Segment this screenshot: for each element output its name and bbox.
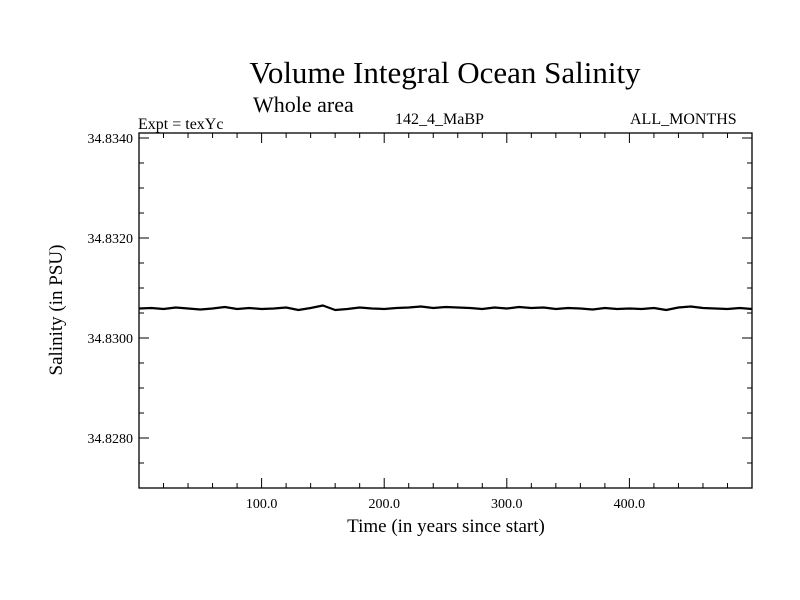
x-tick-label: 300.0 bbox=[491, 497, 523, 512]
plot-frame bbox=[138, 132, 753, 489]
chart-title: Volume Integral Ocean Salinity bbox=[249, 55, 641, 90]
y-tick-label: 34.8300 bbox=[88, 332, 134, 347]
y-tick-label: 34.8340 bbox=[88, 132, 134, 147]
y-tick-label: 34.8320 bbox=[88, 232, 134, 247]
run-id-label: 142_4_MaBP bbox=[395, 111, 484, 128]
y-axis-label: Salinity (in PSU) bbox=[46, 245, 67, 376]
x-tick-label: 200.0 bbox=[368, 497, 400, 512]
y-tick-label: 34.8280 bbox=[88, 432, 134, 447]
period-label: ALL_MONTHS bbox=[630, 111, 737, 128]
x-axis-label: Time (in years since start) bbox=[347, 516, 545, 537]
experiment-label: Expt = texYc bbox=[138, 116, 224, 133]
chart-subtitle: Whole area bbox=[253, 92, 354, 117]
x-tick-label: 100.0 bbox=[246, 497, 278, 512]
salinity-series-line bbox=[138, 304, 753, 312]
x-tick-label: 400.0 bbox=[614, 497, 646, 512]
